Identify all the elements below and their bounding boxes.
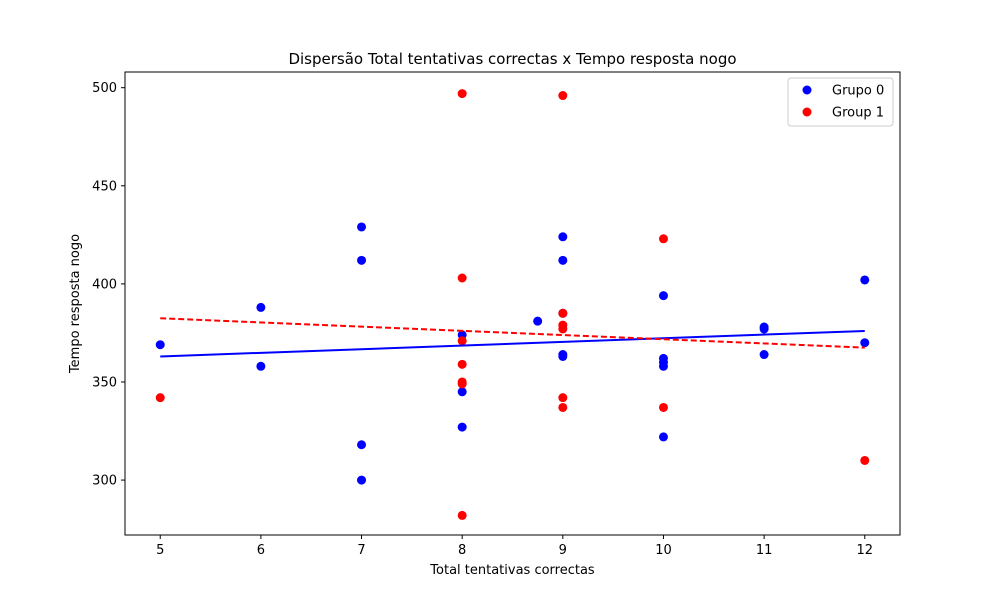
scatter-point bbox=[860, 275, 870, 285]
x-tick-label: 9 bbox=[559, 543, 567, 558]
scatter-point bbox=[155, 340, 165, 350]
scatter-point bbox=[558, 232, 568, 242]
series-1 bbox=[155, 89, 870, 520]
legend: Grupo 0 Group 1 bbox=[787, 77, 894, 127]
scatter-point bbox=[558, 91, 568, 101]
legend-marker bbox=[802, 107, 812, 117]
scatter-point bbox=[558, 402, 568, 412]
x-axis-label: Total tentativas correctas bbox=[429, 563, 595, 578]
scatter-point bbox=[256, 361, 266, 371]
scatter-point bbox=[860, 338, 870, 348]
scatter-point bbox=[558, 324, 568, 334]
scatter-point bbox=[256, 302, 266, 312]
y-tick-label: 500 bbox=[92, 81, 117, 96]
trendline-0 bbox=[160, 329, 865, 358]
scatter-point bbox=[357, 475, 367, 485]
x-tick-label: 7 bbox=[357, 543, 365, 558]
scatter-point bbox=[155, 393, 165, 403]
scatter-point bbox=[457, 422, 467, 432]
scatter-point bbox=[457, 387, 467, 397]
scatter-point bbox=[860, 455, 870, 465]
scatter-point bbox=[558, 393, 568, 403]
legend-marker bbox=[802, 85, 812, 95]
scatter-point bbox=[457, 273, 467, 283]
scatter-point bbox=[658, 291, 668, 301]
scatter-point bbox=[457, 359, 467, 369]
scatter-point bbox=[533, 316, 543, 326]
legend-label: Group 1 bbox=[832, 106, 884, 121]
x-tick-label: 8 bbox=[458, 543, 466, 558]
scatter-point bbox=[357, 255, 367, 265]
y-tick-label: 400 bbox=[92, 277, 117, 292]
y-tick-label: 300 bbox=[92, 474, 117, 489]
scatter-point bbox=[357, 440, 367, 450]
trendline-1 bbox=[160, 317, 865, 349]
scatter-point bbox=[457, 89, 467, 99]
x-tick-label: 11 bbox=[756, 543, 773, 558]
scatter-point bbox=[457, 336, 467, 346]
scatter-point bbox=[558, 308, 568, 318]
scatter-point bbox=[759, 324, 769, 334]
x-tick-label: 12 bbox=[856, 543, 873, 558]
y-tick-label: 450 bbox=[92, 179, 117, 194]
plot-marks bbox=[155, 89, 870, 520]
y-axis-label: Tempo resposta nogo bbox=[68, 234, 83, 374]
scatter-point bbox=[457, 510, 467, 520]
scatter-point bbox=[658, 234, 668, 244]
scatter-point bbox=[558, 351, 568, 361]
scatter-point bbox=[357, 222, 367, 232]
legend-box bbox=[787, 77, 894, 127]
y-axis-ticks: 300 350 400 450 500 bbox=[92, 81, 125, 489]
legend-label: Grupo 0 bbox=[832, 84, 884, 99]
x-tick-label: 6 bbox=[257, 543, 265, 558]
scatter-point bbox=[759, 350, 769, 360]
scatter-point bbox=[658, 402, 668, 412]
scatter-point bbox=[558, 255, 568, 265]
x-axis-ticks: 5 6 7 8 9 10 11 12 bbox=[156, 535, 873, 558]
plot-frame bbox=[124, 71, 901, 536]
y-tick-label: 350 bbox=[92, 375, 117, 390]
scatter-point bbox=[457, 379, 467, 389]
chart-title: Dispersão Total tentativas correctas x T… bbox=[288, 50, 736, 68]
scatter-point bbox=[658, 361, 668, 371]
x-tick-label: 5 bbox=[156, 543, 164, 558]
x-tick-label: 10 bbox=[655, 543, 672, 558]
scatter-point bbox=[658, 432, 668, 442]
